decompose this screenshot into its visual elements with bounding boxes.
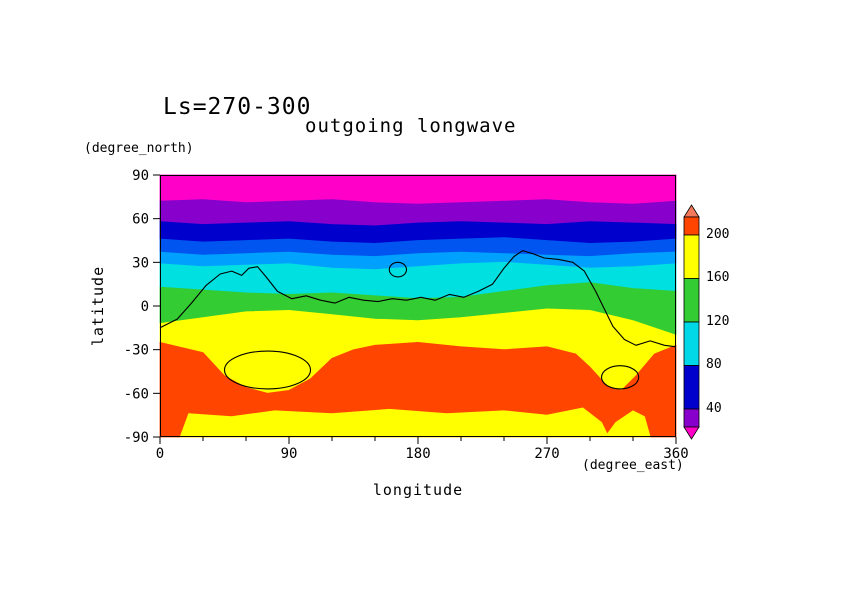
contour-ellipse	[600, 365, 640, 390]
contour-ellipse	[388, 261, 408, 278]
y-axis-label: latitude	[89, 265, 107, 347]
colorbar-segment-0	[683, 216, 700, 236]
y-tick-label: 90	[132, 168, 149, 184]
plot-annotation-ls: Ls=270-300	[163, 94, 312, 120]
x-tick-label: 90	[281, 446, 298, 462]
axes: 0 90 180 270 360 -90 -60 -30 0 30 60 90	[124, 168, 689, 462]
colorbar	[683, 204, 700, 440]
colorbar-svg	[683, 204, 700, 440]
colorbar-label: 120	[706, 314, 730, 329]
y-tick-label: -60	[124, 386, 149, 402]
colorbar-segment-5	[683, 408, 700, 428]
colorbar-label: 200	[706, 227, 730, 242]
x-tick-label: 180	[405, 446, 430, 462]
colorbar-segment-4	[683, 365, 700, 410]
y-tick-label: 0	[141, 299, 149, 315]
y-tick-label: -90	[124, 430, 149, 446]
colorbar-segment-1	[683, 234, 700, 279]
plot-frame	[160, 175, 676, 437]
x-tick-label: 0	[156, 446, 164, 462]
contour-lines	[159, 250, 677, 390]
plot-title: outgoing longwave	[305, 115, 517, 137]
x-axis-unit: (degree_east)	[582, 458, 684, 473]
x-axis-label: longitude	[372, 481, 464, 499]
contour-ellipse	[223, 350, 312, 390]
y-tick-label: 30	[132, 255, 149, 271]
colorbar-label: 40	[706, 401, 722, 416]
contour-map: 0 90 180 270 360 -90 -60 -30 0 30 60 90	[124, 168, 689, 462]
colorbar-segment-2	[683, 278, 700, 323]
y-axis-unit: (degree_north)	[84, 141, 194, 156]
contour-band-0	[159, 174, 677, 205]
contour-map-svg: 0 90 180 270 360 -90 -60 -30 0 30 60 90	[124, 168, 689, 462]
colorbar-bottom-arrow	[683, 426, 700, 440]
filled-contour-bands	[159, 174, 677, 438]
x-tick-label: 360	[663, 446, 688, 462]
y-tick-label: 60	[132, 212, 149, 228]
colorbar-top-arrow	[683, 204, 700, 218]
y-tick-label: -30	[124, 343, 149, 359]
contour-line	[159, 250, 677, 348]
x-tick-label: 270	[534, 446, 559, 462]
colorbar-label: 80	[706, 357, 722, 372]
colorbar-label: 160	[706, 270, 730, 285]
south-polar-yellow-strip	[179, 407, 651, 438]
colorbar-segment-3	[683, 321, 700, 366]
